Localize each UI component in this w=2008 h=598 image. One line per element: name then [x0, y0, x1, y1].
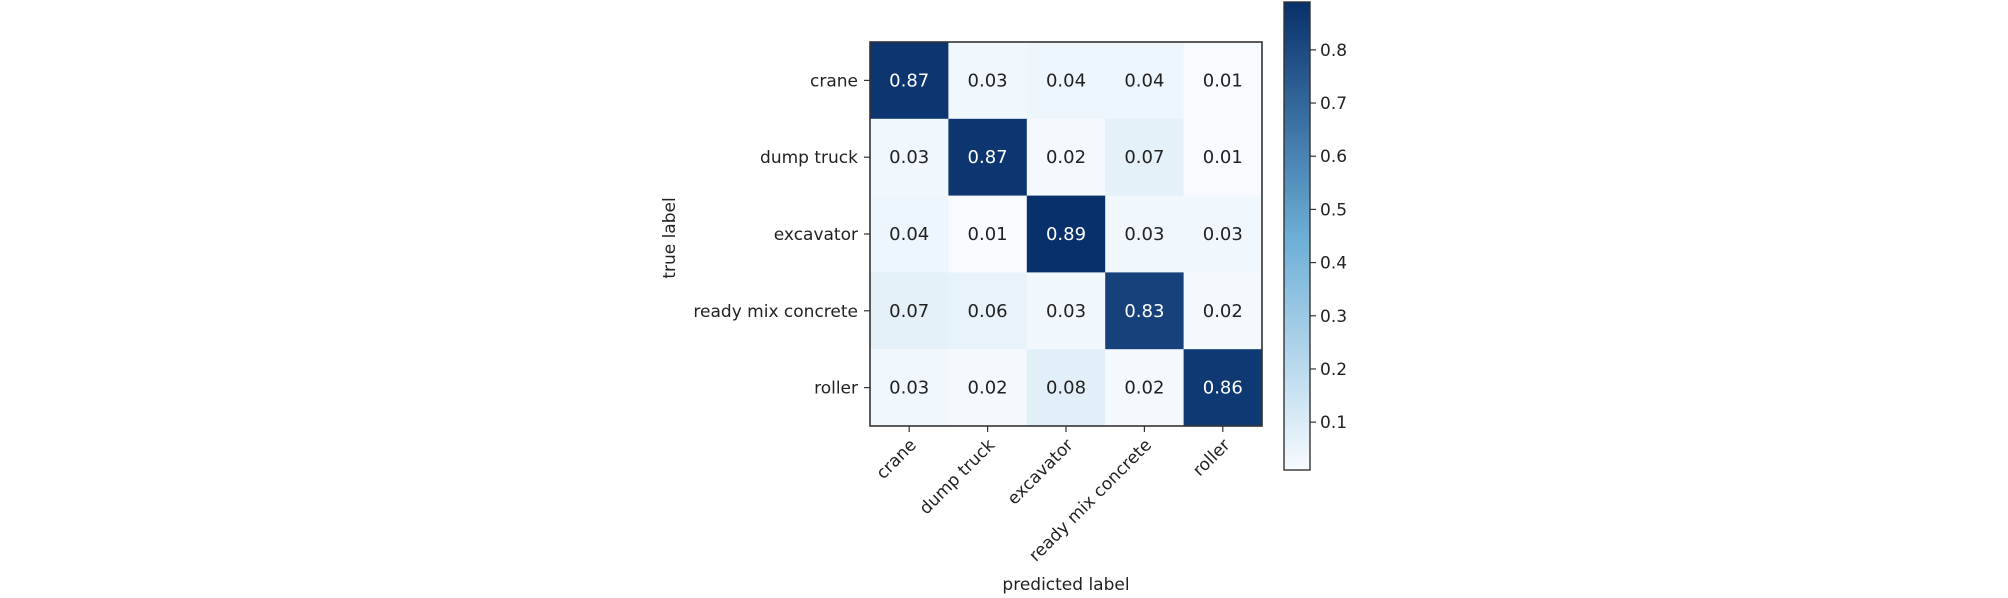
cell-value-label: 0.02	[1203, 301, 1243, 322]
cell-value-label: 0.86	[1203, 378, 1243, 399]
heatmap-cells: 0.87 0.03 0.04 0.04 0.01 0.03 0.87 0.02 0.07 0.01…	[870, 42, 1263, 427]
colorbar-tick-label: 0.8	[1320, 41, 1347, 61]
heatmap-cell	[1105, 118, 1185, 197]
cell-value-label: 0.03	[1203, 224, 1243, 245]
heatmap-cell	[1105, 272, 1185, 350]
heatmap-cell	[870, 118, 949, 197]
cell-value-label: 0.03	[968, 70, 1008, 91]
cell-value-label: 0.01	[1203, 70, 1243, 91]
heatmap-cell	[1026, 272, 1106, 350]
heatmap-cell	[1026, 349, 1106, 427]
heatmap-cell	[1026, 42, 1106, 120]
heatmap-cell	[1183, 195, 1263, 273]
cell-value-label: 0.03	[1124, 224, 1164, 245]
heatmap-cell	[948, 272, 1028, 350]
cell-value-label: 0.06	[968, 301, 1008, 322]
y-axis-ticks: crane dump truck excavator ready mix concre…	[693, 71, 870, 399]
heatmap-cell	[1183, 349, 1263, 427]
heatmap-cell	[1105, 349, 1185, 427]
x-tick-label: dump truck	[916, 435, 1000, 519]
colorbar-tick-label: 0.2	[1320, 360, 1347, 380]
y-tick-label: crane	[810, 71, 858, 91]
heatmap-cell	[870, 195, 949, 273]
x-tick-label: roller	[1189, 435, 1234, 480]
colorbar-ticks: 0.1 0.2 0.3 0.4 0.5 0.6 0.7 0.8	[1310, 41, 1347, 433]
heatmap-cell	[870, 349, 949, 427]
colorbar-tick-label: 0.7	[1320, 94, 1347, 114]
y-tick-label: dump truck	[760, 148, 858, 168]
cell-value-label: 0.07	[889, 301, 929, 322]
heatmap-cell	[1183, 118, 1263, 197]
heatmap-cell	[1105, 195, 1185, 273]
cell-value-label: 0.01	[968, 224, 1008, 245]
heatmap-cell	[1026, 195, 1106, 273]
cell-value-label: 0.04	[1124, 70, 1164, 91]
cell-value-label: 0.02	[968, 378, 1008, 399]
cell-value-label: 0.03	[889, 378, 929, 399]
heatmap-cell	[1183, 272, 1263, 350]
colorbar-tick-label: 0.1	[1320, 413, 1347, 433]
cell-value-label: 0.83	[1124, 301, 1164, 322]
y-axis-title: true label	[660, 197, 680, 278]
heatmap-cell	[1026, 118, 1106, 197]
heatmap-cell	[870, 272, 949, 350]
x-tick-label: crane	[873, 435, 921, 483]
cell-value-label: 0.02	[1046, 147, 1086, 168]
cell-value-label: 0.89	[1046, 224, 1086, 245]
cell-value-label: 0.87	[889, 70, 929, 91]
cell-value-label: 0.01	[1203, 147, 1243, 168]
heatmap-cell	[948, 118, 1028, 197]
cell-value-label: 0.08	[1046, 378, 1086, 399]
cell-value-label: 0.87	[968, 147, 1008, 168]
x-axis-title: predicted label	[1002, 575, 1129, 595]
colorbar-tick-label: 0.6	[1320, 147, 1347, 167]
cell-value-label: 0.04	[1046, 70, 1086, 91]
cell-value-label: 0.03	[1046, 301, 1086, 322]
heatmap-cell	[948, 42, 1028, 120]
colorbar-tick-label: 0.5	[1320, 200, 1347, 220]
y-tick-label: ready mix concrete	[693, 302, 858, 322]
y-tick-label: roller	[814, 379, 858, 399]
y-tick-label: excavator	[774, 225, 858, 245]
heatmap-cell	[1105, 42, 1185, 120]
heatmap-cell	[948, 195, 1028, 273]
heatmap-cell	[948, 349, 1028, 427]
cell-value-label: 0.04	[889, 224, 929, 245]
colorbar	[1283, 1, 1311, 471]
heatmap-cell	[1183, 42, 1263, 120]
cell-value-label: 0.02	[1124, 378, 1164, 399]
colorbar-tick-label: 0.4	[1320, 254, 1347, 274]
cell-value-label: 0.03	[889, 147, 929, 168]
colorbar-tick-label: 0.3	[1320, 307, 1347, 327]
x-tick-label: excavator	[1004, 435, 1078, 509]
cell-value-label: 0.07	[1124, 147, 1164, 168]
heatmap-cell	[870, 42, 949, 120]
